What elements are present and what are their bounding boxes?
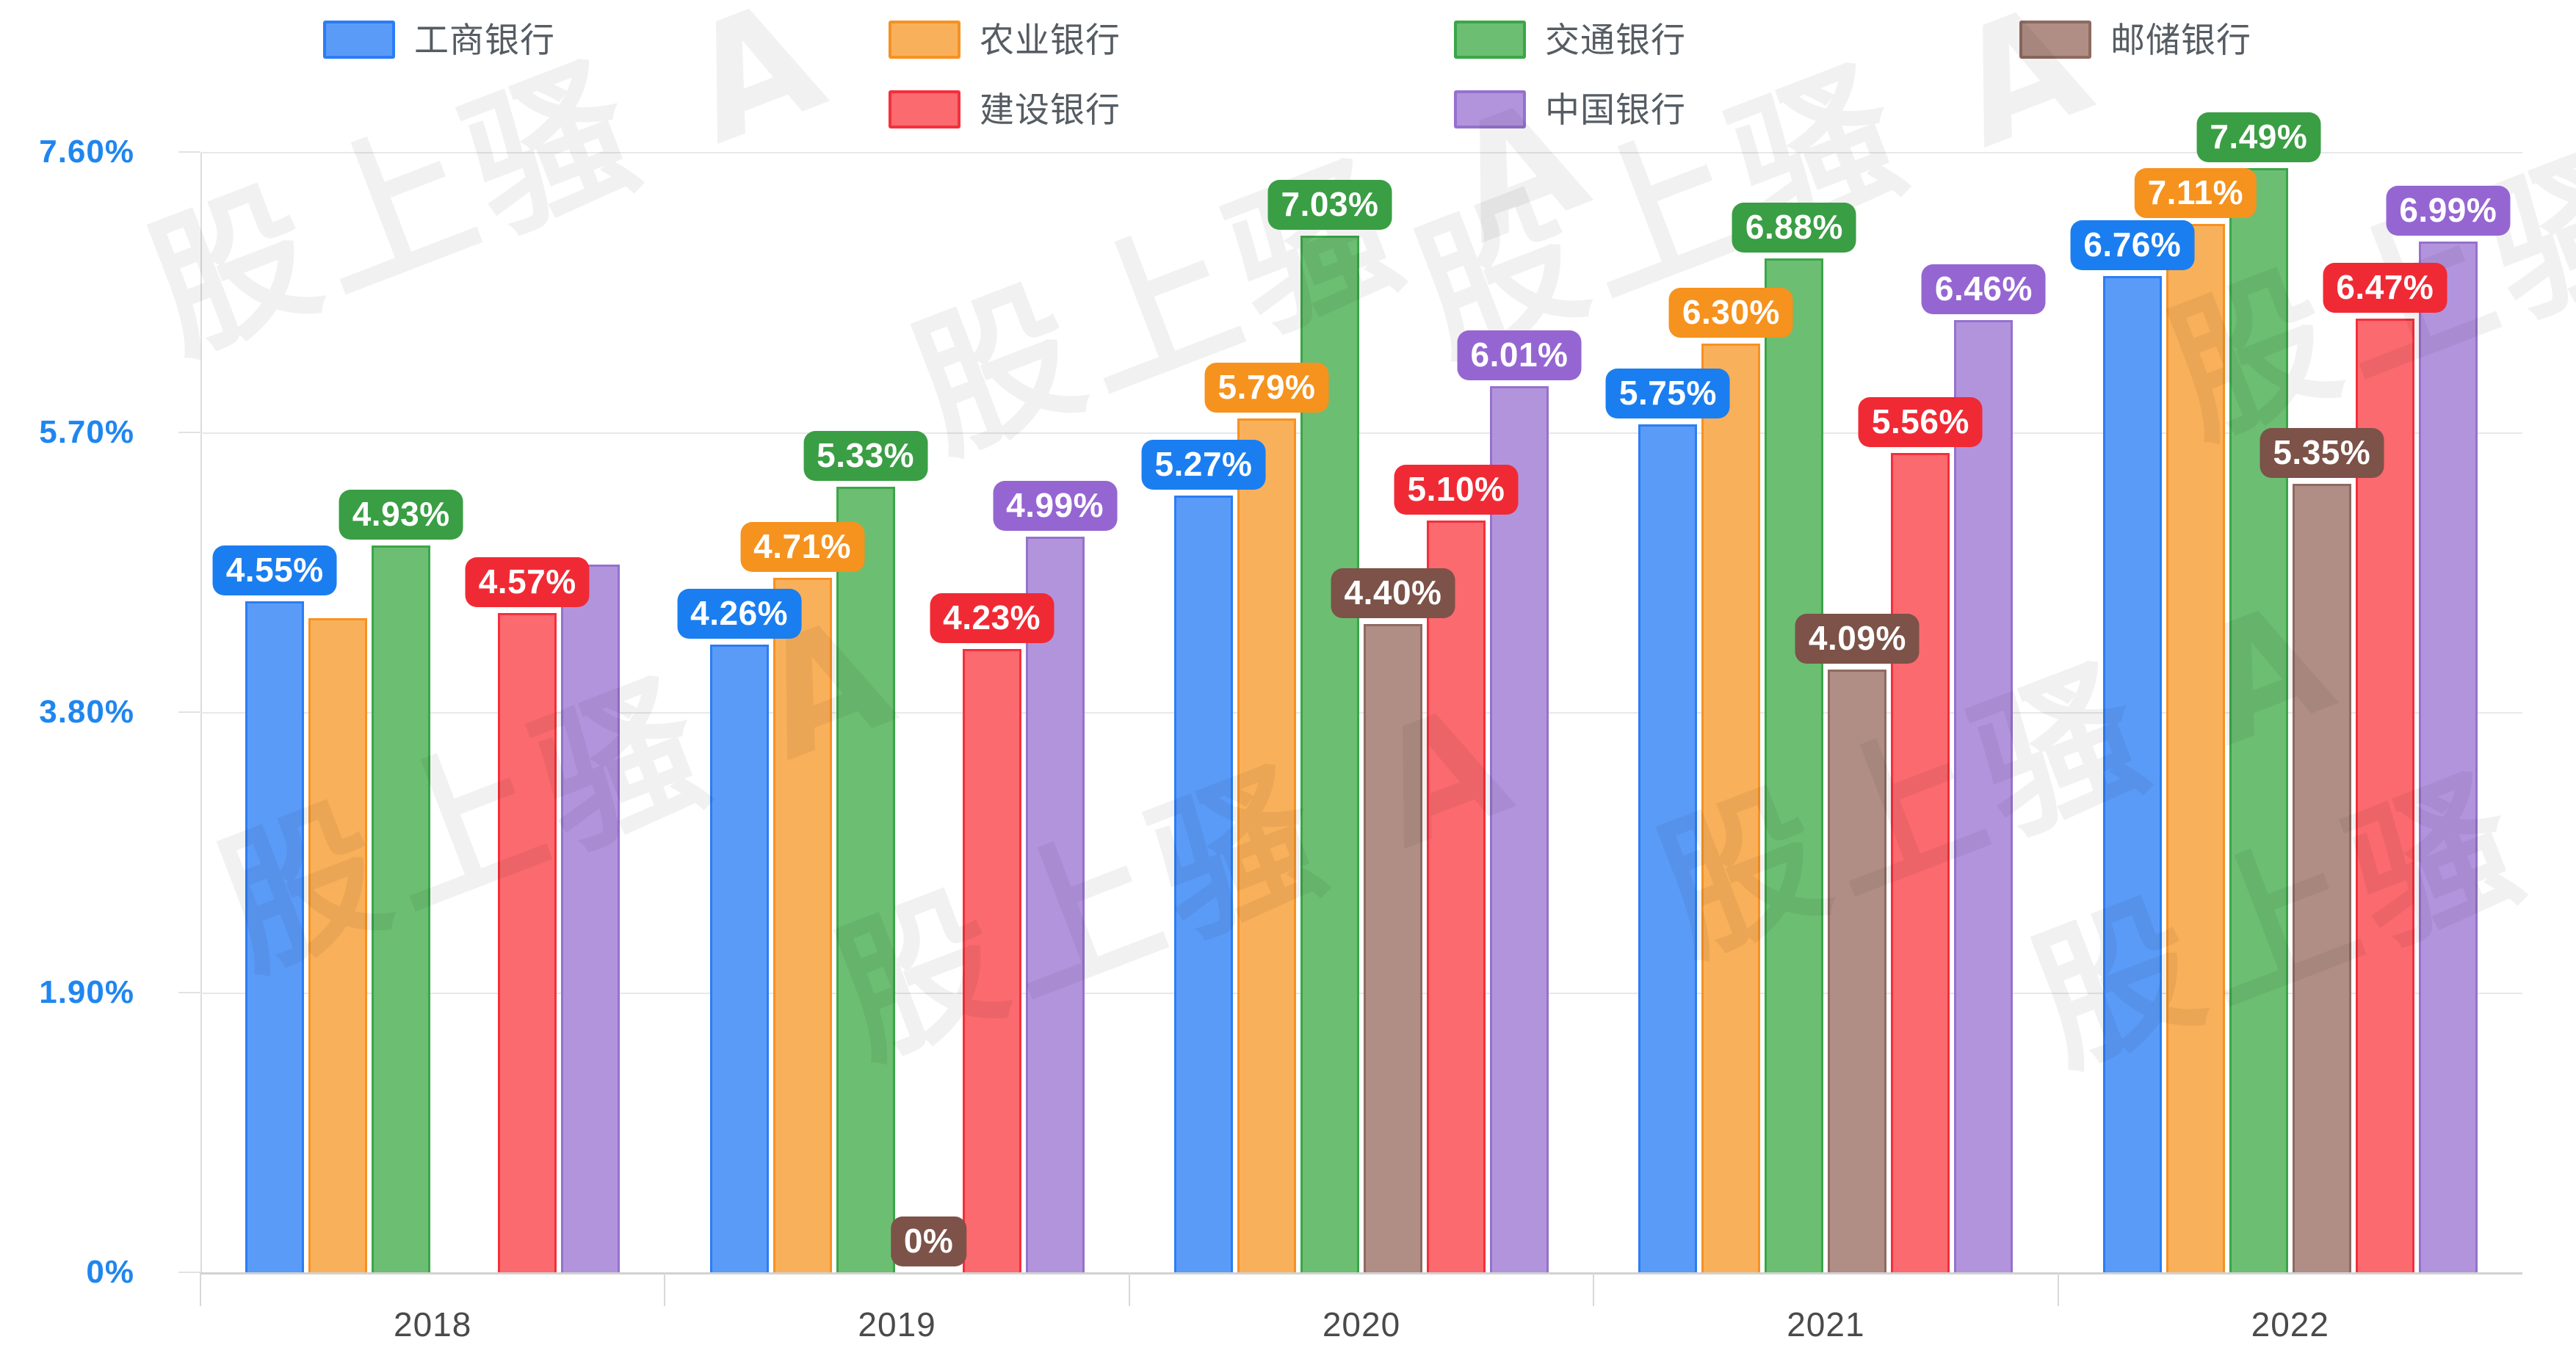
bar-value-label: 4.99% (993, 481, 1118, 532)
x-tick-mark (2057, 1272, 2059, 1306)
bar-value-label: 4.09% (1795, 613, 1920, 664)
x-axis-tick-label: 2022 (2251, 1305, 2329, 1344)
legend-item-bocom[interactable]: 交通银行 (1454, 21, 1686, 59)
bar-2022-交通银行[interactable] (2229, 168, 2288, 1272)
x-tick-mark (1593, 1272, 1595, 1306)
legend-swatch-bocom (1454, 21, 1526, 59)
legend-label-boc: 中国银行 (1545, 90, 1686, 129)
bar-value-label: 5.33% (803, 430, 928, 481)
legend-swatch-icbc (323, 21, 395, 59)
bar-value-label: 5.35% (2260, 427, 2384, 478)
bar-value-label: 4.93% (339, 490, 463, 540)
gridline (200, 712, 2522, 714)
y-axis-tick-label: 0% (86, 1254, 134, 1290)
y-axis-tick-label: 1.90% (39, 974, 134, 1010)
bar-2019-建设银行[interactable] (962, 648, 1021, 1272)
x-tick-mark (200, 1272, 201, 1306)
bar-value-label: 4.26% (677, 588, 802, 639)
bar-value-label: 6.46% (1921, 264, 2046, 314)
legend-item-ccb[interactable]: 建设银行 (889, 90, 1121, 128)
bar-2020-建设银行[interactable] (1427, 520, 1486, 1272)
plot-area: 7.60% 5.70% 3.80% 1.90% 0% 4.55% 4.93% 4.57% 4.… (39, 112, 2522, 1344)
y-axis-tick-label: 7.60% (39, 134, 134, 170)
legend-label-psbc: 邮储银行 (2110, 20, 2251, 59)
legend-item-icbc[interactable]: 工商银行 (323, 21, 555, 59)
bar-2021-工商银行[interactable] (1638, 424, 1698, 1272)
gridline (200, 1272, 2522, 1275)
x-axis-tick-label: 2018 (394, 1305, 472, 1344)
legend-swatch-psbc (2019, 21, 2091, 59)
y-tick-mark (178, 711, 200, 713)
y-tick-mark (178, 151, 200, 153)
x-tick-mark (1128, 1272, 1130, 1306)
bar-value-label: 4.23% (930, 592, 1054, 643)
bar-value-label: 0% (890, 1217, 967, 1266)
bar-2020-邮储银行[interactable] (1364, 623, 1422, 1272)
chart-legend: 工商银行 农业银行 交通银行 邮储银行 建设银行 中国银行 (323, 21, 2251, 142)
bar-value-label: 7.03% (1267, 180, 1392, 231)
legend-item-abc[interactable]: 农业银行 (889, 21, 1121, 59)
bar-value-label: 5.79% (1204, 363, 1329, 413)
bar-value-label: 7.11% (2134, 168, 2257, 219)
legend-label-bocom: 交通银行 (1545, 20, 1686, 59)
bar-2021-农业银行[interactable] (1701, 344, 1761, 1272)
bar-2019-中国银行[interactable] (1025, 537, 1085, 1272)
bar-2022-邮储银行[interactable] (2292, 483, 2351, 1272)
x-axis-tick-label: 2019 (858, 1305, 936, 1344)
bar-2018-建设银行[interactable] (498, 613, 557, 1272)
bar-2020-工商银行[interactable] (1174, 495, 1233, 1272)
bar-2018-工商银行[interactable] (245, 601, 305, 1272)
bar-2018-农业银行[interactable] (308, 617, 368, 1272)
y-axis-tick-label: 5.70% (39, 413, 134, 450)
gridline (200, 432, 2522, 434)
bar-2021-建设银行[interactable] (1891, 452, 1950, 1272)
bar-value-label: 4.55% (212, 545, 337, 596)
gridline (200, 992, 2522, 994)
x-axis-tick-label: 2021 (1787, 1305, 1865, 1344)
bar-value-label: 7.49% (2196, 112, 2321, 163)
legend-swatch-ccb (889, 90, 960, 128)
bar-2022-工商银行[interactable] (2102, 275, 2162, 1272)
bar-value-label: 4.71% (740, 522, 865, 573)
bar-2022-农业银行[interactable] (2166, 224, 2225, 1272)
bar-2019-农业银行[interactable] (773, 578, 832, 1272)
gridline (200, 152, 2522, 153)
legend-label-abc: 农业银行 (980, 20, 1121, 59)
bar-2019-交通银行[interactable] (836, 486, 895, 1272)
x-tick-mark (664, 1272, 666, 1306)
bar-value-label: 4.57% (465, 557, 590, 608)
bar-value-label: 5.27% (1141, 439, 1266, 490)
bar-value-label: 6.30% (1668, 288, 1793, 338)
y-axis-tick-label: 3.80% (39, 694, 134, 730)
bar-value-label: 6.01% (1457, 330, 1582, 381)
bar-2020-中国银行[interactable] (1490, 386, 1549, 1272)
legend-swatch-abc (889, 21, 960, 59)
bar-2018-交通银行[interactable] (372, 545, 431, 1272)
legend-item-psbc[interactable]: 邮储银行 (2019, 21, 2251, 59)
bar-value-label: 4.40% (1331, 568, 1455, 618)
y-tick-mark (178, 991, 200, 993)
bar-value-label: 5.10% (1394, 464, 1519, 515)
bar-value-label: 6.99% (2386, 186, 2511, 236)
bar-2022-中国银行[interactable] (2418, 242, 2478, 1272)
bar-2019-工商银行[interactable] (709, 644, 769, 1272)
bar-value-label: 5.56% (1858, 396, 1983, 447)
bar-value-label: 6.88% (1732, 202, 1856, 253)
legend-label-icbc: 工商银行 (414, 20, 555, 59)
bar-value-label: 6.76% (2070, 220, 2195, 270)
y-tick-mark (178, 1272, 200, 1273)
bar-value-label: 5.75% (1605, 369, 1730, 419)
legend-label-ccb: 建设银行 (980, 90, 1121, 129)
bar-2018-中国银行[interactable] (561, 565, 621, 1272)
x-axis-tick-label: 2020 (1322, 1305, 1401, 1344)
bar-value-label: 6.47% (2323, 262, 2447, 313)
bar-2020-农业银行[interactable] (1237, 418, 1296, 1272)
bar-2021-中国银行[interactable] (1954, 319, 2014, 1272)
y-tick-mark (178, 431, 200, 433)
bar-2021-交通银行[interactable] (1765, 258, 1824, 1272)
legend-swatch-boc (1454, 90, 1526, 128)
bar-2021-邮储银行[interactable] (1828, 669, 1887, 1272)
legend-item-boc[interactable]: 中国银行 (1454, 90, 1686, 128)
